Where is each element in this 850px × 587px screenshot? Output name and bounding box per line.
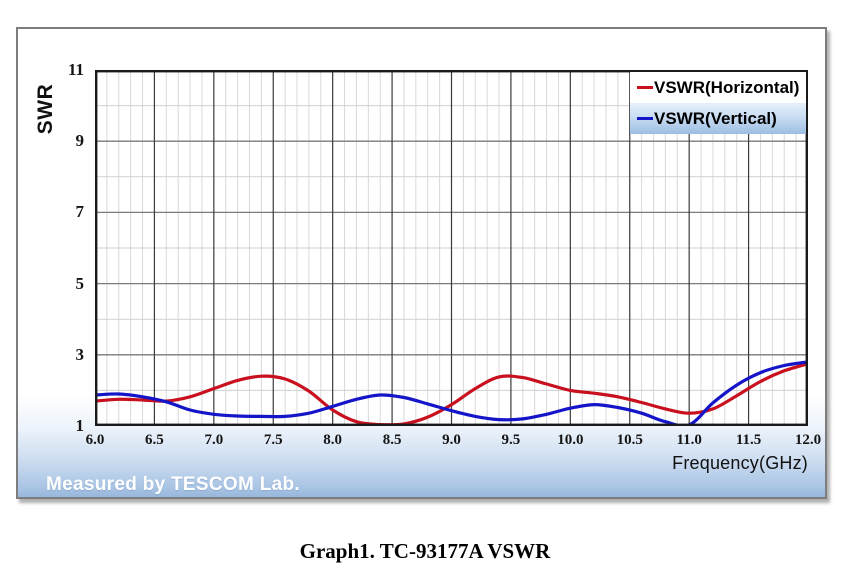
x-tick-label: 12.0: [794, 432, 822, 448]
y-tick-label: 11: [67, 60, 84, 79]
x-tick-label: 10.0: [557, 432, 584, 448]
x-tick-label: 7.0: [204, 432, 224, 448]
x-tick-label: 8.5: [382, 432, 402, 448]
y-tick-label: 9: [75, 131, 85, 151]
y-tick-label: 1: [75, 416, 85, 435]
x-tick-label: 11.5: [735, 432, 762, 448]
x-tick-label: 9.0: [442, 432, 461, 448]
x-tick-label: 6.5: [145, 432, 164, 448]
x-tick-label: 9.5: [501, 432, 521, 448]
x-tick-label: 11.0: [676, 432, 702, 448]
y-tick-label: 7: [75, 202, 85, 222]
legend-item[interactable]: VSWR(Vertical): [630, 103, 806, 134]
x-tick-label: 8.0: [323, 432, 343, 448]
legend-item-label: VSWR(Vertical): [654, 108, 777, 128]
x-tick-label: 6.0: [85, 432, 105, 448]
legend: VSWR(Horizontal) VSWR(Vertical): [630, 72, 806, 134]
y-tick-label: 3: [75, 344, 85, 364]
legend-line-swatch: [637, 116, 653, 121]
watermark-text: Measured by TESCOM Lab.: [46, 474, 300, 495]
series-line-horizontal: [95, 362, 808, 426]
plot-border: [95, 70, 808, 426]
chart-frame: SWR 11 9 7 5 3 1 6.0 6.5 7.0 7.5 8.0 8.5 9.0 9.5 10.0…: [16, 27, 827, 499]
y-tick-label: 5: [75, 273, 85, 293]
x-tick-label: 7.5: [263, 432, 283, 448]
x-axis-title: Frequency(GHz): [672, 453, 808, 473]
chart-caption: Graph1. TC-93177A VSWR: [299, 539, 551, 563]
legend-line-swatch: [637, 85, 653, 90]
legend-item[interactable]: VSWR(Horizontal): [630, 72, 806, 103]
x-tick-label: 10.5: [616, 432, 643, 448]
legend-item-label: VSWR(Horizontal): [654, 77, 800, 97]
